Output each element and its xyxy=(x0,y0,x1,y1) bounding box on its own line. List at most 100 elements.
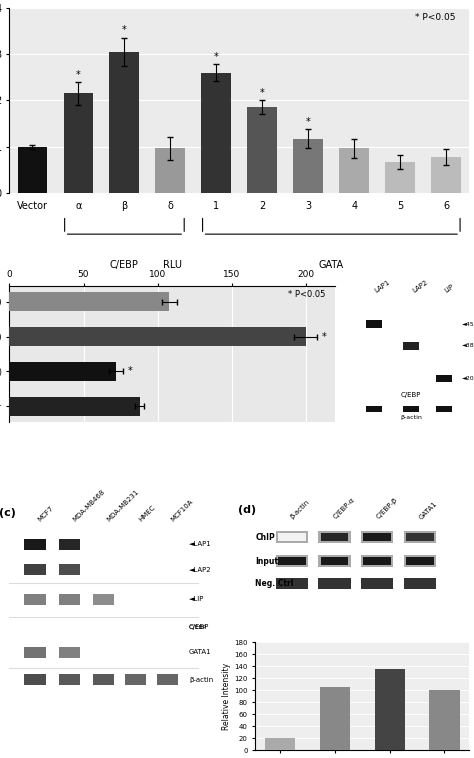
Bar xyxy=(9,327,306,346)
Text: β-actin: β-actin xyxy=(290,499,311,520)
Bar xyxy=(25,539,46,550)
Text: β-actin: β-actin xyxy=(400,415,422,421)
Bar xyxy=(125,675,146,685)
Text: ChIP: ChIP xyxy=(255,533,275,542)
Bar xyxy=(59,564,80,575)
Text: (c): (c) xyxy=(0,508,16,518)
Text: ◄LAP1: ◄LAP1 xyxy=(189,541,212,547)
Bar xyxy=(361,555,393,567)
Bar xyxy=(265,738,295,750)
Bar xyxy=(25,675,46,685)
Bar xyxy=(385,162,415,193)
Text: MCF10A: MCF10A xyxy=(170,499,194,523)
Text: ◄45: ◄45 xyxy=(462,321,474,327)
Bar xyxy=(403,406,419,412)
Bar xyxy=(59,539,80,550)
Text: HMEC: HMEC xyxy=(138,504,156,523)
Bar xyxy=(25,564,46,575)
Text: C/EBP-α: C/EBP-α xyxy=(332,496,356,520)
Bar xyxy=(361,578,393,590)
Bar xyxy=(366,321,382,328)
Text: GATA1: GATA1 xyxy=(189,649,212,655)
Bar xyxy=(320,556,348,565)
Text: MCF7: MCF7 xyxy=(37,505,55,523)
Text: ◄LIP: ◄LIP xyxy=(189,597,204,602)
Bar xyxy=(9,396,140,415)
Bar xyxy=(25,647,46,658)
Text: Input: Input xyxy=(255,556,278,565)
Bar xyxy=(403,342,419,349)
Bar xyxy=(276,578,308,590)
Text: C/EBP: C/EBP xyxy=(110,260,139,270)
Bar xyxy=(276,578,308,590)
Bar xyxy=(276,555,308,567)
Bar xyxy=(59,647,80,658)
Text: C/EBP: C/EBP xyxy=(189,624,210,630)
Text: C/EBP-β: C/EBP-β xyxy=(375,496,399,520)
Y-axis label: Relative Intensity: Relative Intensity xyxy=(222,662,231,730)
Bar xyxy=(9,362,116,381)
Text: ◄LAP2: ◄LAP2 xyxy=(189,567,212,573)
Bar xyxy=(93,675,114,685)
Bar xyxy=(436,374,452,382)
Bar xyxy=(64,93,93,193)
Text: *: * xyxy=(260,88,265,98)
Text: *: * xyxy=(122,26,127,36)
Text: C/EBP: C/EBP xyxy=(401,392,421,398)
Bar xyxy=(361,531,393,543)
Bar xyxy=(18,147,47,193)
Bar xyxy=(157,675,178,685)
Text: *: * xyxy=(76,70,81,80)
X-axis label: RLU: RLU xyxy=(163,260,182,270)
Text: *: * xyxy=(306,117,311,127)
Bar xyxy=(319,555,351,567)
Bar xyxy=(404,578,436,590)
Bar xyxy=(25,594,46,605)
Text: Neg. Ctrl: Neg. Ctrl xyxy=(255,579,294,588)
Bar xyxy=(278,556,306,565)
Text: C/EBP: C/EBP xyxy=(189,624,207,629)
Bar xyxy=(319,531,351,543)
Bar xyxy=(319,578,351,590)
Text: LIP: LIP xyxy=(444,283,456,294)
Text: GATA: GATA xyxy=(319,260,344,270)
Text: LAP2: LAP2 xyxy=(411,279,428,294)
Text: * P<0.05: * P<0.05 xyxy=(288,290,326,299)
Text: β-actin: β-actin xyxy=(189,677,213,683)
Text: GATA1: GATA1 xyxy=(418,500,438,520)
Bar xyxy=(406,556,434,565)
Text: *: * xyxy=(214,52,219,62)
Bar xyxy=(366,406,382,412)
Bar xyxy=(93,594,114,605)
Bar xyxy=(59,675,80,685)
Bar xyxy=(293,139,323,193)
Bar xyxy=(431,157,461,193)
Bar xyxy=(436,406,452,412)
Bar xyxy=(429,691,459,750)
Text: LAP1: LAP1 xyxy=(374,279,392,294)
Bar xyxy=(406,533,434,541)
Bar xyxy=(404,531,436,543)
Bar xyxy=(404,555,436,567)
Bar xyxy=(109,52,139,193)
Bar xyxy=(364,533,391,541)
Text: ◄20: ◄20 xyxy=(462,376,474,381)
Text: ◄38: ◄38 xyxy=(462,343,474,349)
Bar xyxy=(276,531,308,543)
Bar xyxy=(319,578,351,590)
Bar xyxy=(320,533,348,541)
Bar xyxy=(278,533,306,541)
Bar xyxy=(9,293,169,312)
Bar xyxy=(155,149,185,193)
Bar xyxy=(59,594,80,605)
Text: MDA-MB231: MDA-MB231 xyxy=(106,489,140,523)
Bar xyxy=(361,578,393,590)
Text: (d): (d) xyxy=(238,506,256,515)
Text: * P<0.05: * P<0.05 xyxy=(415,13,456,22)
Bar xyxy=(404,578,436,590)
Text: MDA-MB468: MDA-MB468 xyxy=(72,489,106,523)
Bar xyxy=(374,669,405,750)
Text: *: * xyxy=(128,366,133,377)
Bar xyxy=(247,108,277,193)
Bar xyxy=(201,73,231,193)
